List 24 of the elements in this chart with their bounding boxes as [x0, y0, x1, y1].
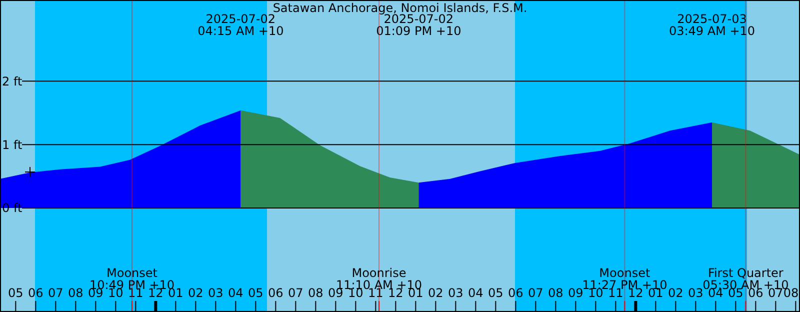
y-tick-label: 2 ft	[2, 74, 22, 88]
annotation: 2025-07-03 03:49 AM +10	[668, 12, 756, 38]
x-tick-label: 03	[688, 286, 704, 300]
x-tick-label: 04	[228, 286, 244, 300]
x-tick-label: 03	[208, 286, 224, 300]
x-tick-label: 08	[68, 286, 84, 300]
x-tick-label: 07	[288, 286, 304, 300]
x-tick-label: 02	[188, 286, 204, 300]
x-tick-label: 08	[308, 286, 324, 300]
x-tick-label: 05	[248, 286, 264, 300]
x-tick-label: 06	[268, 286, 284, 300]
x-tick-label: 02	[668, 286, 684, 300]
x-tick-label: 06	[28, 286, 44, 300]
x-tick-label: 05	[8, 286, 24, 300]
x-tick-label: 08	[548, 286, 564, 300]
x-tick-label: 03	[448, 286, 464, 300]
x-tick-label: 05	[488, 286, 504, 300]
x-tick-label: 09	[568, 286, 584, 300]
x-tick-label: 04	[468, 286, 484, 300]
y-tick-label: 1 ft	[2, 138, 22, 152]
x-tick-label: 06	[508, 286, 524, 300]
x-tick-label: 07	[48, 286, 64, 300]
x-tick-label: 02	[428, 286, 444, 300]
x-tick-label: 07	[528, 286, 544, 300]
